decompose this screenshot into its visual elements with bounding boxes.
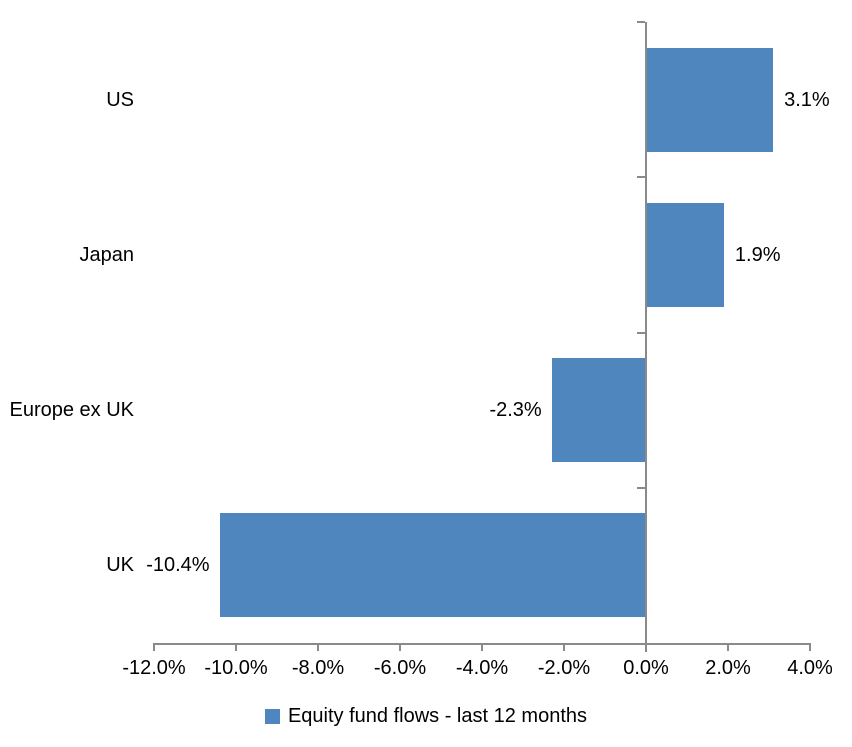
data-label-europe-ex-uk: -2.3% bbox=[489, 399, 542, 422]
category-label-europe-ex-uk: Europe ex UK bbox=[9, 399, 134, 422]
x-axis-tick-label: 0.0% bbox=[623, 657, 669, 679]
bar-japan bbox=[646, 202, 724, 307]
data-label-uk: -10.4% bbox=[146, 554, 210, 577]
x-axis-tick-label: -6.0% bbox=[373, 657, 427, 679]
x-axis-tick bbox=[809, 643, 811, 651]
category-label-uk: UK bbox=[106, 554, 134, 577]
y-axis-tick bbox=[637, 21, 645, 23]
y-axis-tick bbox=[637, 331, 645, 334]
bar-uk bbox=[219, 513, 646, 618]
x-axis-tick bbox=[563, 643, 565, 651]
x-axis-tick bbox=[727, 643, 729, 651]
x-axis-tick-label: -12.0% bbox=[122, 657, 186, 679]
x-axis-tick bbox=[399, 643, 401, 651]
x-axis-tick bbox=[317, 643, 319, 651]
data-label-japan: 1.9% bbox=[734, 243, 781, 266]
legend-label: Equity fund flows - last 12 months bbox=[287, 705, 588, 727]
value-axis-zero-line bbox=[645, 22, 647, 652]
x-axis-tick bbox=[153, 643, 155, 651]
data-label-us: 3.1% bbox=[784, 88, 830, 111]
x-axis-tick-label: 4.0% bbox=[787, 657, 833, 679]
x-axis-tick-label: -8.0% bbox=[291, 657, 345, 679]
legend-marker-icon bbox=[264, 708, 280, 724]
x-axis-tick-label: 2.0% bbox=[705, 657, 751, 679]
x-axis-tick bbox=[645, 643, 647, 651]
x-axis-tick-label: -10.0% bbox=[204, 657, 268, 679]
y-axis-tick bbox=[637, 176, 645, 179]
category-label-japan: Japan bbox=[79, 243, 135, 266]
x-axis-tick-label: -2.0% bbox=[537, 657, 591, 679]
y-axis-tick bbox=[637, 486, 645, 489]
legend: Equity fund flows - last 12 months bbox=[0, 703, 852, 729]
bar-europe-ex-uk bbox=[551, 358, 646, 463]
bar-us bbox=[646, 47, 774, 152]
x-axis-tick bbox=[235, 643, 237, 651]
category-label-us: US bbox=[106, 88, 134, 111]
x-axis-tick bbox=[481, 643, 483, 651]
x-axis-tick-label: -4.0% bbox=[455, 657, 509, 679]
